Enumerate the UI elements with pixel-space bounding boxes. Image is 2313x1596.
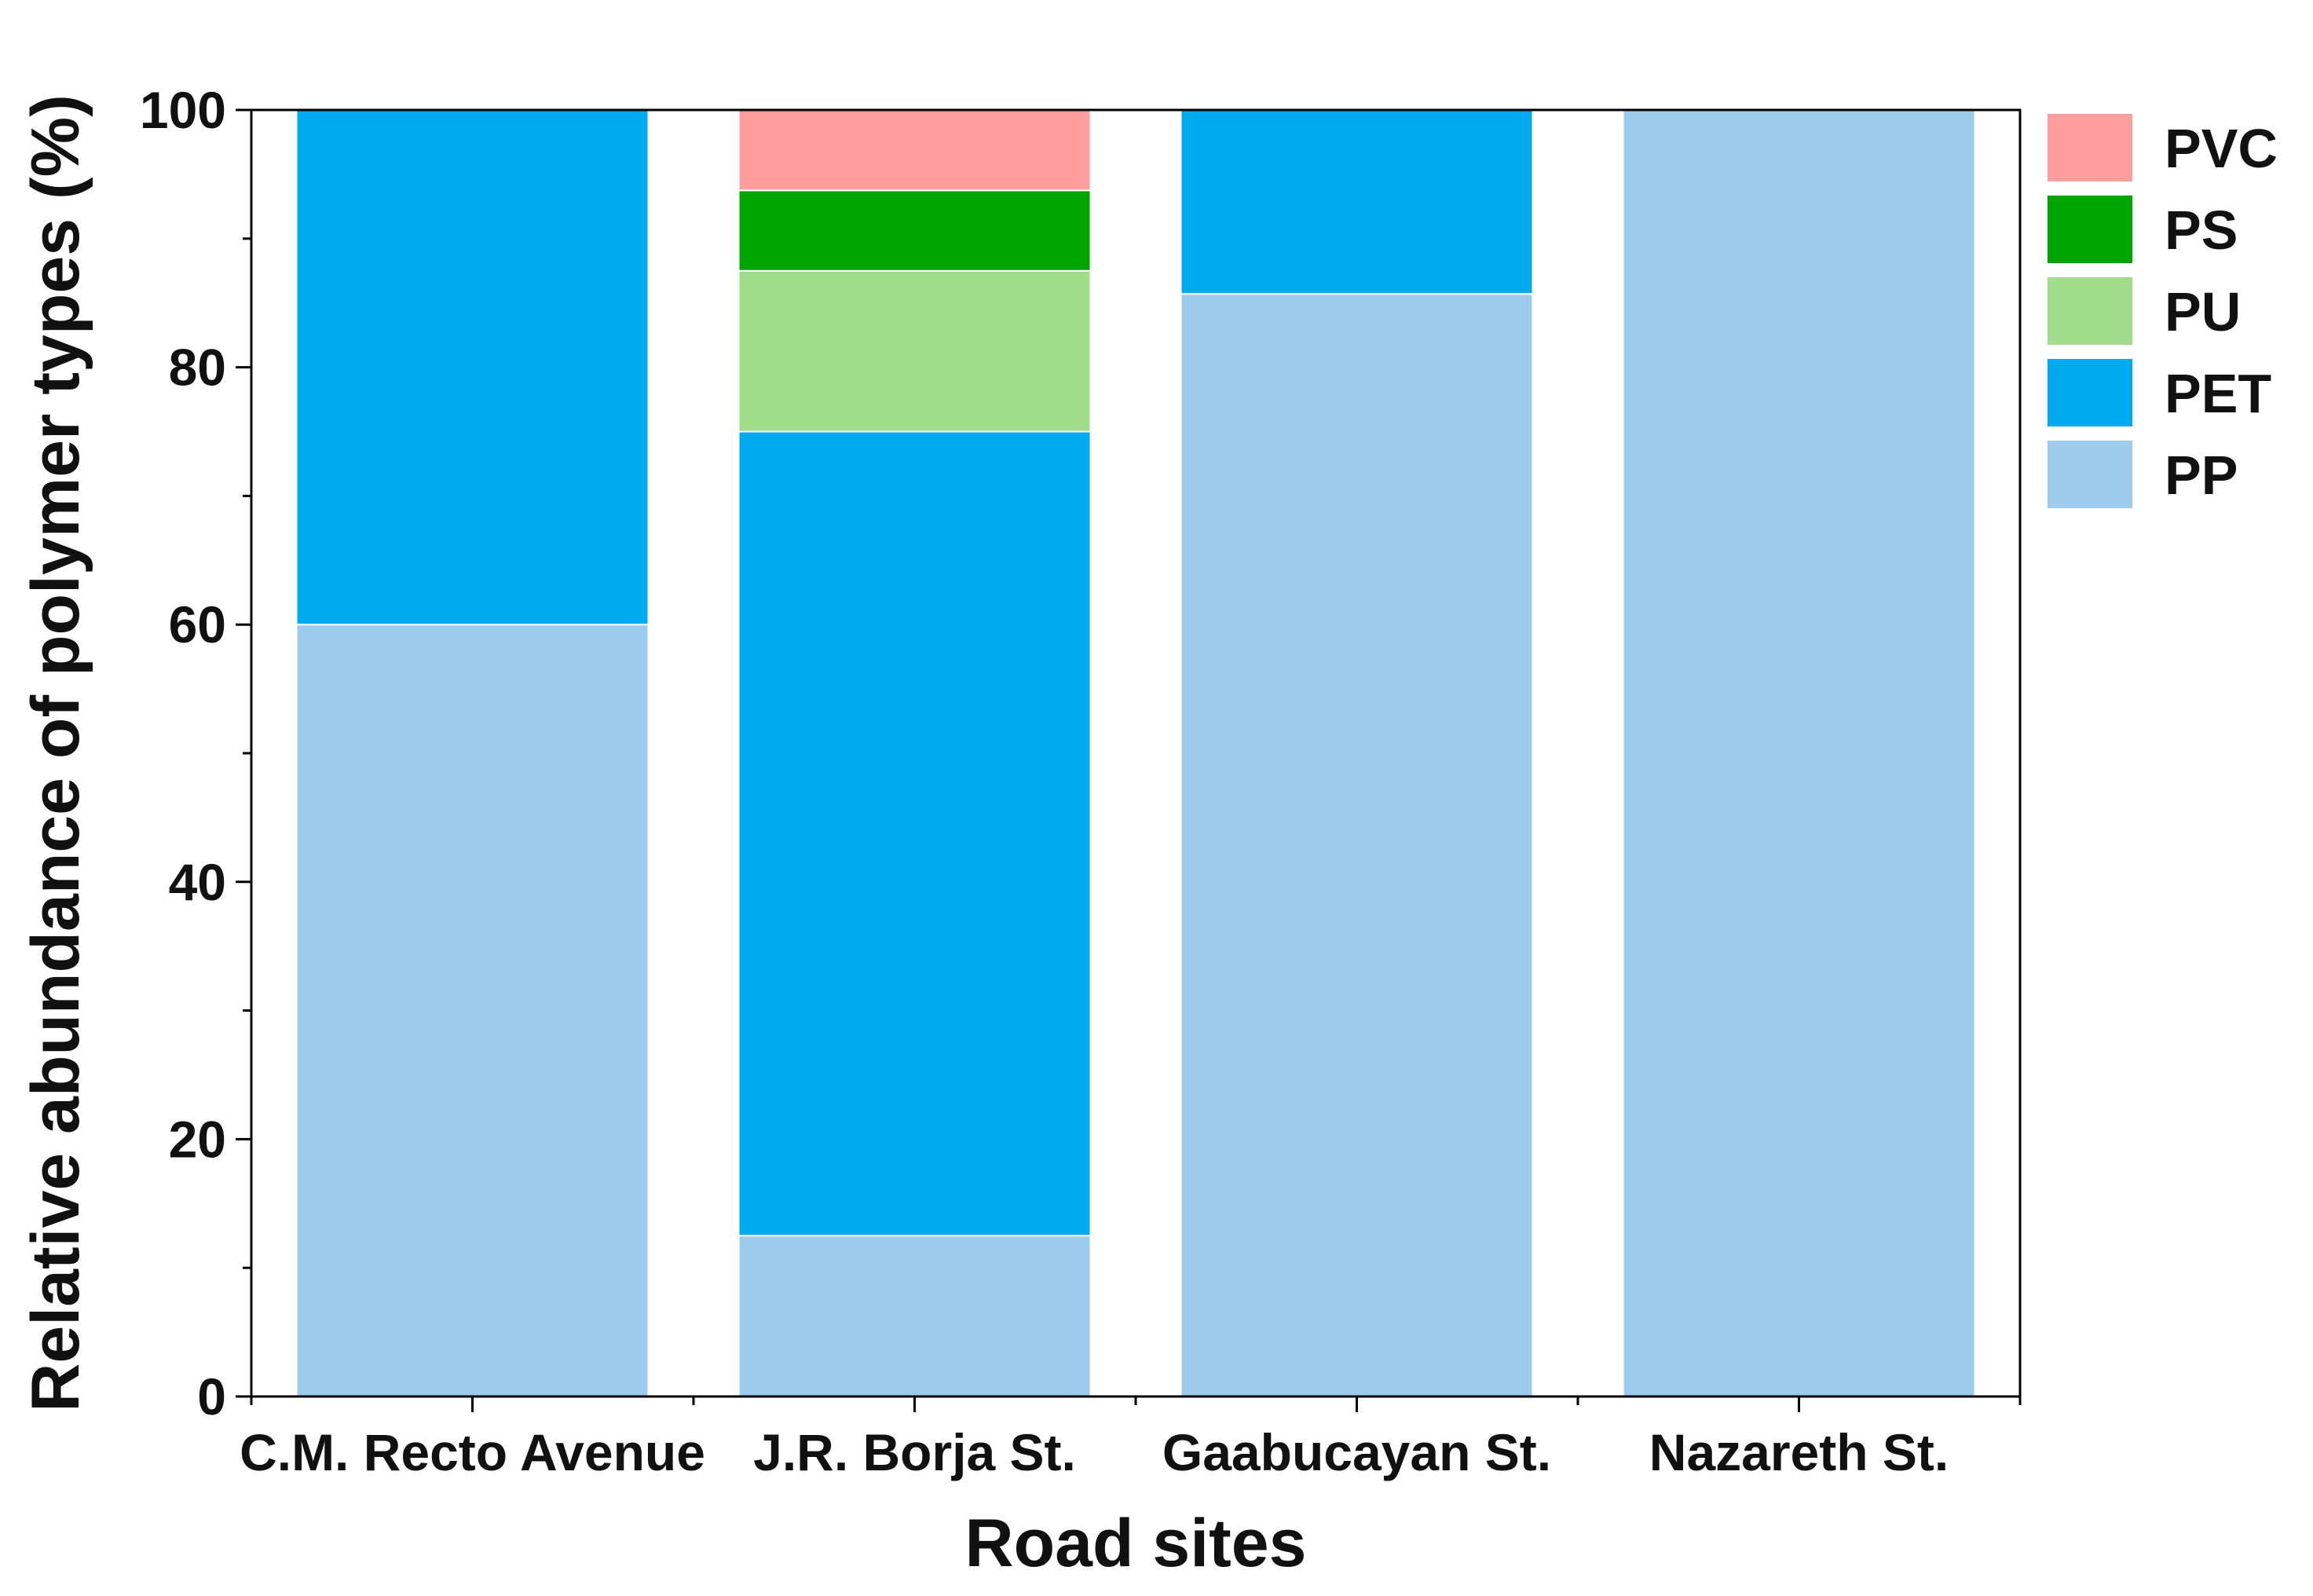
x-tick-label-gaabucayan-st: Gaabucayan St. <box>1162 1423 1551 1481</box>
bar-c-m-recto-avenue-pet <box>295 109 650 626</box>
legend-swatch-pp <box>2046 439 2134 510</box>
y-tick-label: 40 <box>169 853 226 911</box>
legend-swatch-pet <box>2046 357 2134 428</box>
x-axis-title: Road sites <box>965 1506 1307 1581</box>
legend-swatch-ps <box>2046 194 2134 265</box>
y-tick-label: 60 <box>169 595 226 653</box>
legend: PVC PS PU PET PP <box>2046 112 2278 510</box>
bar-gaabucayan-st-pp <box>1180 293 1534 1397</box>
bar-j-r-borja-st-pet <box>737 430 1092 1237</box>
legend-label-pp: PP <box>2165 445 2238 506</box>
x-tick-label-c-m-recto-avenue: C.M. Recto Avenue <box>240 1423 705 1481</box>
bar-j-r-borja-st-pp <box>737 1235 1092 1397</box>
x-tick-label-nazareth-st: Nazareth St. <box>1649 1423 1949 1481</box>
bars-layer <box>295 109 1976 1397</box>
y-axis-title: Relative abundance of polymer types (%) <box>18 94 93 1411</box>
bar-c-m-recto-avenue-pp <box>295 624 650 1397</box>
legend-label-pvc: PVC <box>2165 118 2278 179</box>
x-tick-label-j-r-borja-st: J.R. Borja St. <box>753 1423 1076 1481</box>
bar-j-r-borja-st-pvc <box>737 109 1092 192</box>
legend-label-ps: PS <box>2165 200 2238 261</box>
legend-label-pet: PET <box>2165 363 2271 424</box>
bar-gaabucayan-st-pet <box>1180 109 1534 295</box>
legend-label-pu: PU <box>2165 281 2241 342</box>
legend-swatch-pu <box>2046 276 2134 346</box>
y-tick-label: 20 <box>169 1110 226 1168</box>
y-tick-label: 0 <box>197 1367 226 1426</box>
bar-j-r-borja-st-pu <box>737 269 1092 433</box>
axes-layer: 0 20 40 60 80 100 C.M. Recto Avenue J.R. Borja … <box>140 81 2022 1481</box>
y-tick-label: 100 <box>140 81 226 139</box>
bar-nazareth-st-pp <box>1622 109 1976 1397</box>
legend-swatch-pvc <box>2046 112 2134 183</box>
bar-j-r-borja-st-ps <box>737 189 1092 272</box>
y-tick-label: 80 <box>169 339 226 397</box>
